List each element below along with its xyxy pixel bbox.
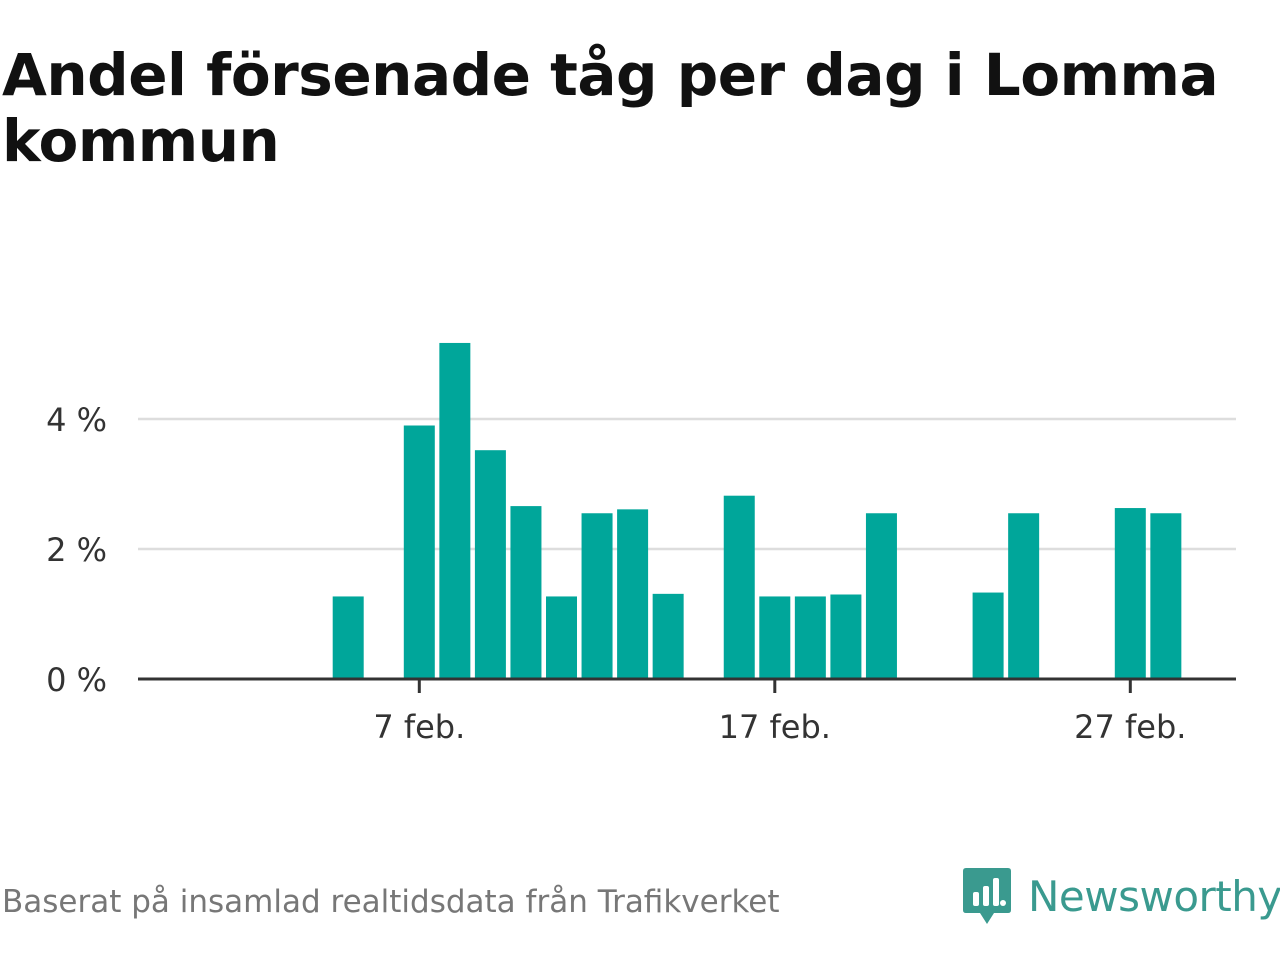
y-tick-label: 2 %: [46, 531, 107, 569]
x-tick-label: 17 feb.: [719, 708, 831, 746]
brand: Newsworthy: [962, 864, 1280, 928]
bar: [546, 596, 577, 679]
bar: [652, 593, 684, 679]
bar: [510, 506, 542, 679]
bar: [865, 513, 897, 679]
bar: [617, 509, 649, 679]
bar: [794, 596, 826, 679]
gridlines: [138, 417, 1236, 551]
bar: [1114, 508, 1146, 679]
bar: [759, 596, 791, 679]
y-tick-label: 4 %: [46, 401, 107, 439]
source-note: Baserat på insamlad realtidsdata från Tr…: [2, 884, 780, 920]
bar: [1150, 513, 1182, 679]
brand-name: Newsworthy: [1028, 871, 1280, 921]
newsworthy-logo-icon: [963, 868, 1011, 924]
chart-title: Andel försenade tåg per dag i Lomma komm…: [2, 41, 1219, 175]
bars: [332, 342, 1182, 679]
axes: 0 % 2 % 4 % 7 feb. 17 feb. 27 feb.: [46, 401, 1236, 746]
x-tick-label: 7 feb.: [373, 708, 465, 746]
bar: [723, 495, 755, 679]
y-tick-label: 0 %: [46, 661, 107, 699]
bar: [332, 596, 364, 679]
bar: [474, 450, 506, 679]
x-tick-label: 27 feb.: [1074, 708, 1186, 746]
bar: [972, 592, 1004, 679]
bar: [1008, 513, 1040, 679]
bar: [830, 594, 862, 679]
bar: [403, 425, 435, 679]
bar: [581, 513, 613, 679]
bar: [439, 342, 471, 679]
